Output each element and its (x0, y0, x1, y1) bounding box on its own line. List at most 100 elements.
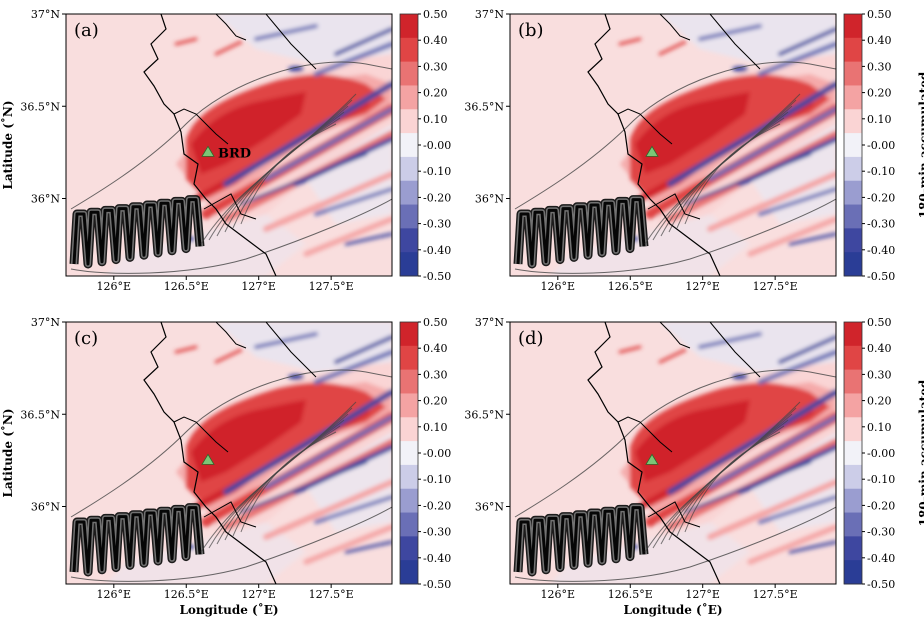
colorbar-swatch (400, 61, 418, 86)
x-tick-label: 127°E (241, 588, 276, 601)
y-tick-label: 36.5°N (20, 408, 60, 421)
colorbar-swatch (844, 512, 862, 537)
contour-lines (513, 61, 836, 274)
colorbar-level-label: 0.20 (867, 87, 892, 100)
contour-lines (513, 369, 836, 582)
colorbar-level-label: -0.40 (423, 552, 451, 565)
x-tick-label: 126.5°E (608, 588, 653, 601)
x-tick-label: 126°E (541, 280, 576, 293)
colorbar-level-label: -0.20 (867, 499, 895, 512)
colorbar-swatch (844, 369, 862, 394)
x-tick-label: 127°E (685, 280, 720, 293)
y-tick-label: 36°N (31, 193, 60, 206)
x-tick-label: 126°E (541, 588, 576, 601)
y-tick-label: 36°N (475, 501, 504, 514)
rainfall-field (550, 322, 836, 584)
colorbar-swatch (844, 85, 862, 110)
colorbar-level-label: -0.40 (867, 244, 895, 257)
colorbar-level-label: 0.50 (867, 316, 892, 329)
map-panel: (b) 126°E 126.5°E 127°E 127.5°E 36°N 36.5°N 37°… (464, 8, 924, 293)
site-marker (201, 453, 215, 465)
colorbar-swatch (844, 61, 862, 86)
colorbar-level-label: 0.50 (423, 316, 448, 329)
x-tick-label: 127°E (241, 280, 276, 293)
y-axis-title: Latitude (˚N) (0, 408, 15, 497)
x-tick-label: 127.5°E (309, 280, 354, 293)
colorbar-swatch (844, 536, 862, 561)
colorbar-level-label: -0.00 (867, 447, 895, 460)
colorbar-level-label: 0.10 (867, 421, 892, 434)
map-panel: BRD (a) 126°E 126.5°E 127°E 127.5°E 36°N 36.5°N… (0, 8, 451, 293)
contour-lines (69, 369, 392, 582)
colorbar-level-label: -0.00 (867, 139, 895, 152)
colorbar-swatch (844, 37, 862, 63)
colorbar-swatch (400, 417, 418, 442)
coastline (143, 14, 277, 276)
site-label: BRD (218, 146, 251, 161)
colorbar-level-label: 0.30 (867, 60, 892, 73)
x-tick-label: 127.5°E (753, 280, 798, 293)
colorbar-level-label: -0.50 (867, 578, 895, 591)
colorbar-level-label: 0.20 (867, 395, 892, 408)
map-panel: (d) 126°E 126.5°E 127°E 127.5°E 36°N 36.5°N 37°… (464, 316, 924, 617)
colorbar-swatch (400, 109, 418, 134)
y-tick-label: 37°N (31, 8, 60, 21)
colorbar-swatch (844, 322, 862, 347)
site-marker (201, 145, 215, 157)
x-axis-title: Longitude (˚E) (179, 602, 278, 617)
colorbar-level-label: -0.30 (867, 526, 895, 539)
colorbar-level-label: -0.20 (423, 499, 451, 512)
colorbar-swatch (844, 133, 862, 158)
colorbar-level-label: 0.30 (867, 368, 892, 381)
colorbar-swatch (400, 322, 418, 347)
colorbar-swatch (844, 417, 862, 442)
colorbar-swatch (400, 180, 418, 206)
colorbar-level-label: 0.10 (867, 113, 892, 126)
panel-label: (a) (74, 20, 99, 41)
y-tick-label: 36°N (31, 501, 60, 514)
colorbar-level-label: 0.30 (423, 368, 448, 381)
colorbar-swatch (400, 252, 418, 277)
plot-frame (509, 13, 837, 277)
colorbar-swatch (400, 369, 418, 394)
rainfall-field (106, 322, 392, 584)
colorbar: 0.50 0.40 0.30 0.20 0.10 -0.00 -0.10 -0.20 -0.30… (399, 316, 451, 591)
colorbar-level-label: 0.40 (867, 34, 892, 47)
colorbar-level-label: -0.40 (867, 552, 895, 565)
colorbar-level-label: 0.20 (423, 87, 448, 100)
colorbar-level-label: -0.00 (423, 139, 451, 152)
colorbar-level-label: -0.50 (423, 578, 451, 591)
colorbar-swatch (400, 228, 418, 253)
x-axis-title: Longitude (˚E) (623, 602, 722, 617)
colorbar-level-label: -0.30 (423, 218, 451, 231)
colorbar-level-label: -0.30 (423, 526, 451, 539)
colorbar-swatch (400, 464, 418, 490)
colorbar-level-label: 0.30 (423, 60, 448, 73)
colorbar-level-label: -0.20 (867, 191, 895, 204)
colorbar-swatch (400, 393, 418, 418)
y-tick-label: 37°N (475, 8, 504, 21)
colorbar-level-label: -0.40 (423, 244, 451, 257)
colorbar-swatch (844, 252, 862, 277)
plot-frame (65, 13, 393, 277)
colorbar: 0.50 0.40 0.30 0.20 0.10 -0.00 -0.10 -0.20 -0.30… (843, 316, 924, 591)
colorbar-level-label: -0.10 (423, 165, 451, 178)
colorbar-level-label: -0.10 (867, 165, 895, 178)
colorbar-swatch (400, 512, 418, 537)
colorbar-level-label: -0.10 (867, 473, 895, 486)
colorbar-level-label: -0.00 (423, 447, 451, 460)
x-tick-label: 126°E (97, 280, 132, 293)
y-tick-label: 37°N (31, 316, 60, 329)
colorbar-title-line1: 180-min accumulated (917, 71, 924, 218)
colorbar-swatch (400, 85, 418, 110)
y-tick-label: 36°N (475, 193, 504, 206)
colorbar-swatch (400, 441, 418, 466)
colorbar-swatch (400, 536, 418, 561)
colorbar-swatch (400, 345, 418, 371)
x-tick-label: 127.5°E (309, 588, 354, 601)
x-tick-label: 127°E (685, 588, 720, 601)
colorbar-level-label: -0.50 (423, 270, 451, 283)
colorbar-swatch (844, 441, 862, 466)
colorbar-swatch (844, 228, 862, 253)
